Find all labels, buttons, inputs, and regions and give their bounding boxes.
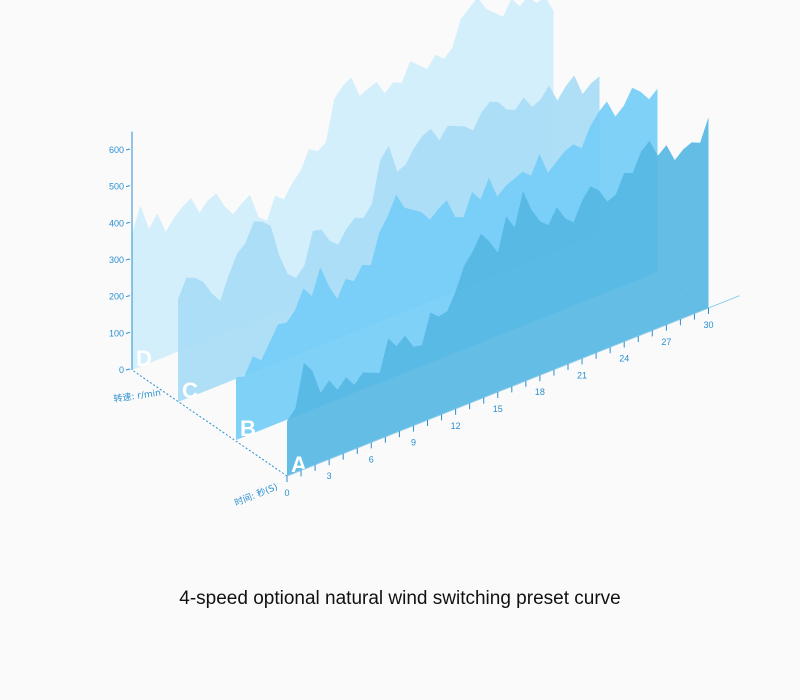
x-tick-label: 12 xyxy=(451,421,461,431)
x-axis-title: 时间: 秒(S) xyxy=(233,481,280,509)
y-tick-mark xyxy=(125,221,131,224)
y-tick-mark xyxy=(125,185,131,188)
x-tick-label: 6 xyxy=(369,454,374,464)
x-tick-label: 30 xyxy=(703,320,713,330)
x-tick-label: 21 xyxy=(577,370,587,380)
x-axis: 0 3 6 9 12 15 18 21 24 27 30 xyxy=(284,295,740,498)
x-tick-label: 27 xyxy=(661,337,671,347)
y-tick-mark xyxy=(125,331,131,334)
series-area-b xyxy=(236,87,658,440)
y-tick-mark xyxy=(125,258,131,261)
series-label-c: C xyxy=(182,378,198,403)
chart-caption: 4-speed optional natural wind switching … xyxy=(179,588,621,609)
series-layers: D C B A xyxy=(132,0,709,477)
x-tick-label: 9 xyxy=(411,438,416,448)
y-tick-label: 0 xyxy=(119,365,124,375)
y-tick-label: 100 xyxy=(109,328,124,338)
x-tick-label: 0 xyxy=(284,488,289,498)
series-label-b: B xyxy=(240,416,256,441)
y-tick-label: 300 xyxy=(109,255,124,265)
series-label-a: A xyxy=(291,452,307,477)
y-tick-label: 200 xyxy=(109,292,124,302)
x-tick-label: 3 xyxy=(327,471,332,481)
y-tick-label: 500 xyxy=(109,182,124,192)
x-tick-label: 15 xyxy=(493,404,503,414)
depth-axis-left xyxy=(131,369,288,477)
y-tick-label: 400 xyxy=(109,218,124,228)
series-label-d: D xyxy=(136,346,152,371)
series-area-a xyxy=(287,117,709,477)
y-axis-title: 转速: r/min xyxy=(113,386,162,405)
x-axis-line xyxy=(286,295,740,477)
y-axis: 0 100 200 300 400 500 600 xyxy=(109,131,133,375)
y-tick-mark xyxy=(125,295,131,298)
x-tick-label: 24 xyxy=(619,354,629,364)
x-tick-label: 18 xyxy=(535,387,545,397)
y-tick-label: 600 xyxy=(109,145,124,155)
y-tick-mark xyxy=(125,368,131,371)
y-tick-mark xyxy=(125,148,131,151)
